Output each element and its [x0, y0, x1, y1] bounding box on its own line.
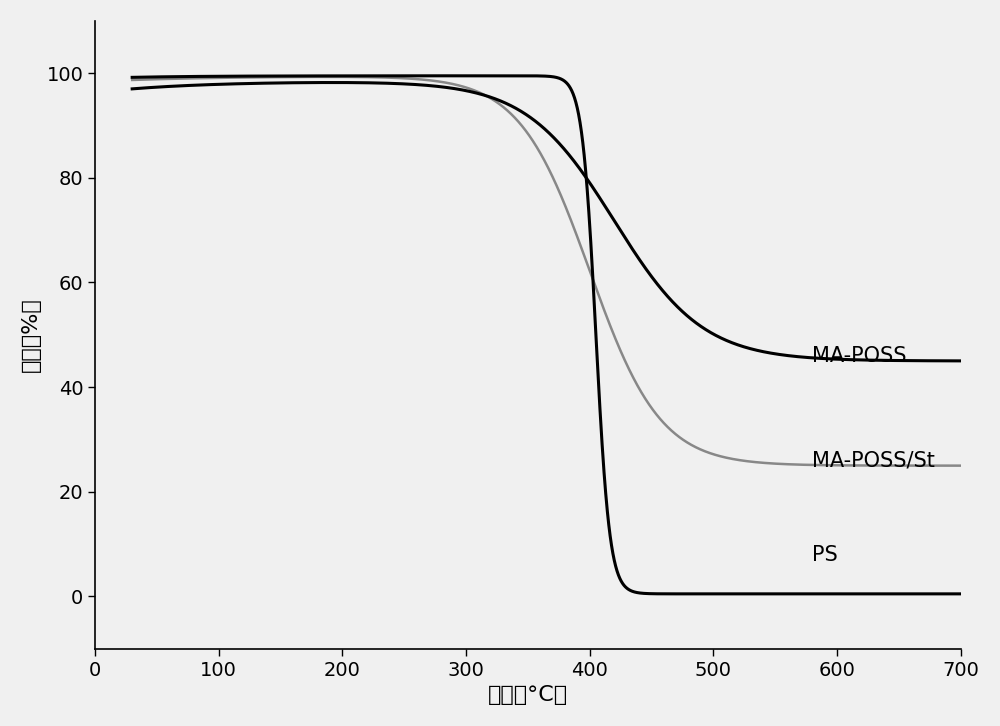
Text: MA-POSS/St: MA-POSS/St [812, 450, 935, 470]
Y-axis label: 质量（%）: 质量（%） [21, 298, 41, 372]
Text: PS: PS [812, 544, 838, 565]
Text: MA-POSS: MA-POSS [812, 346, 907, 366]
X-axis label: 温度（°C）: 温度（°C） [488, 685, 568, 705]
